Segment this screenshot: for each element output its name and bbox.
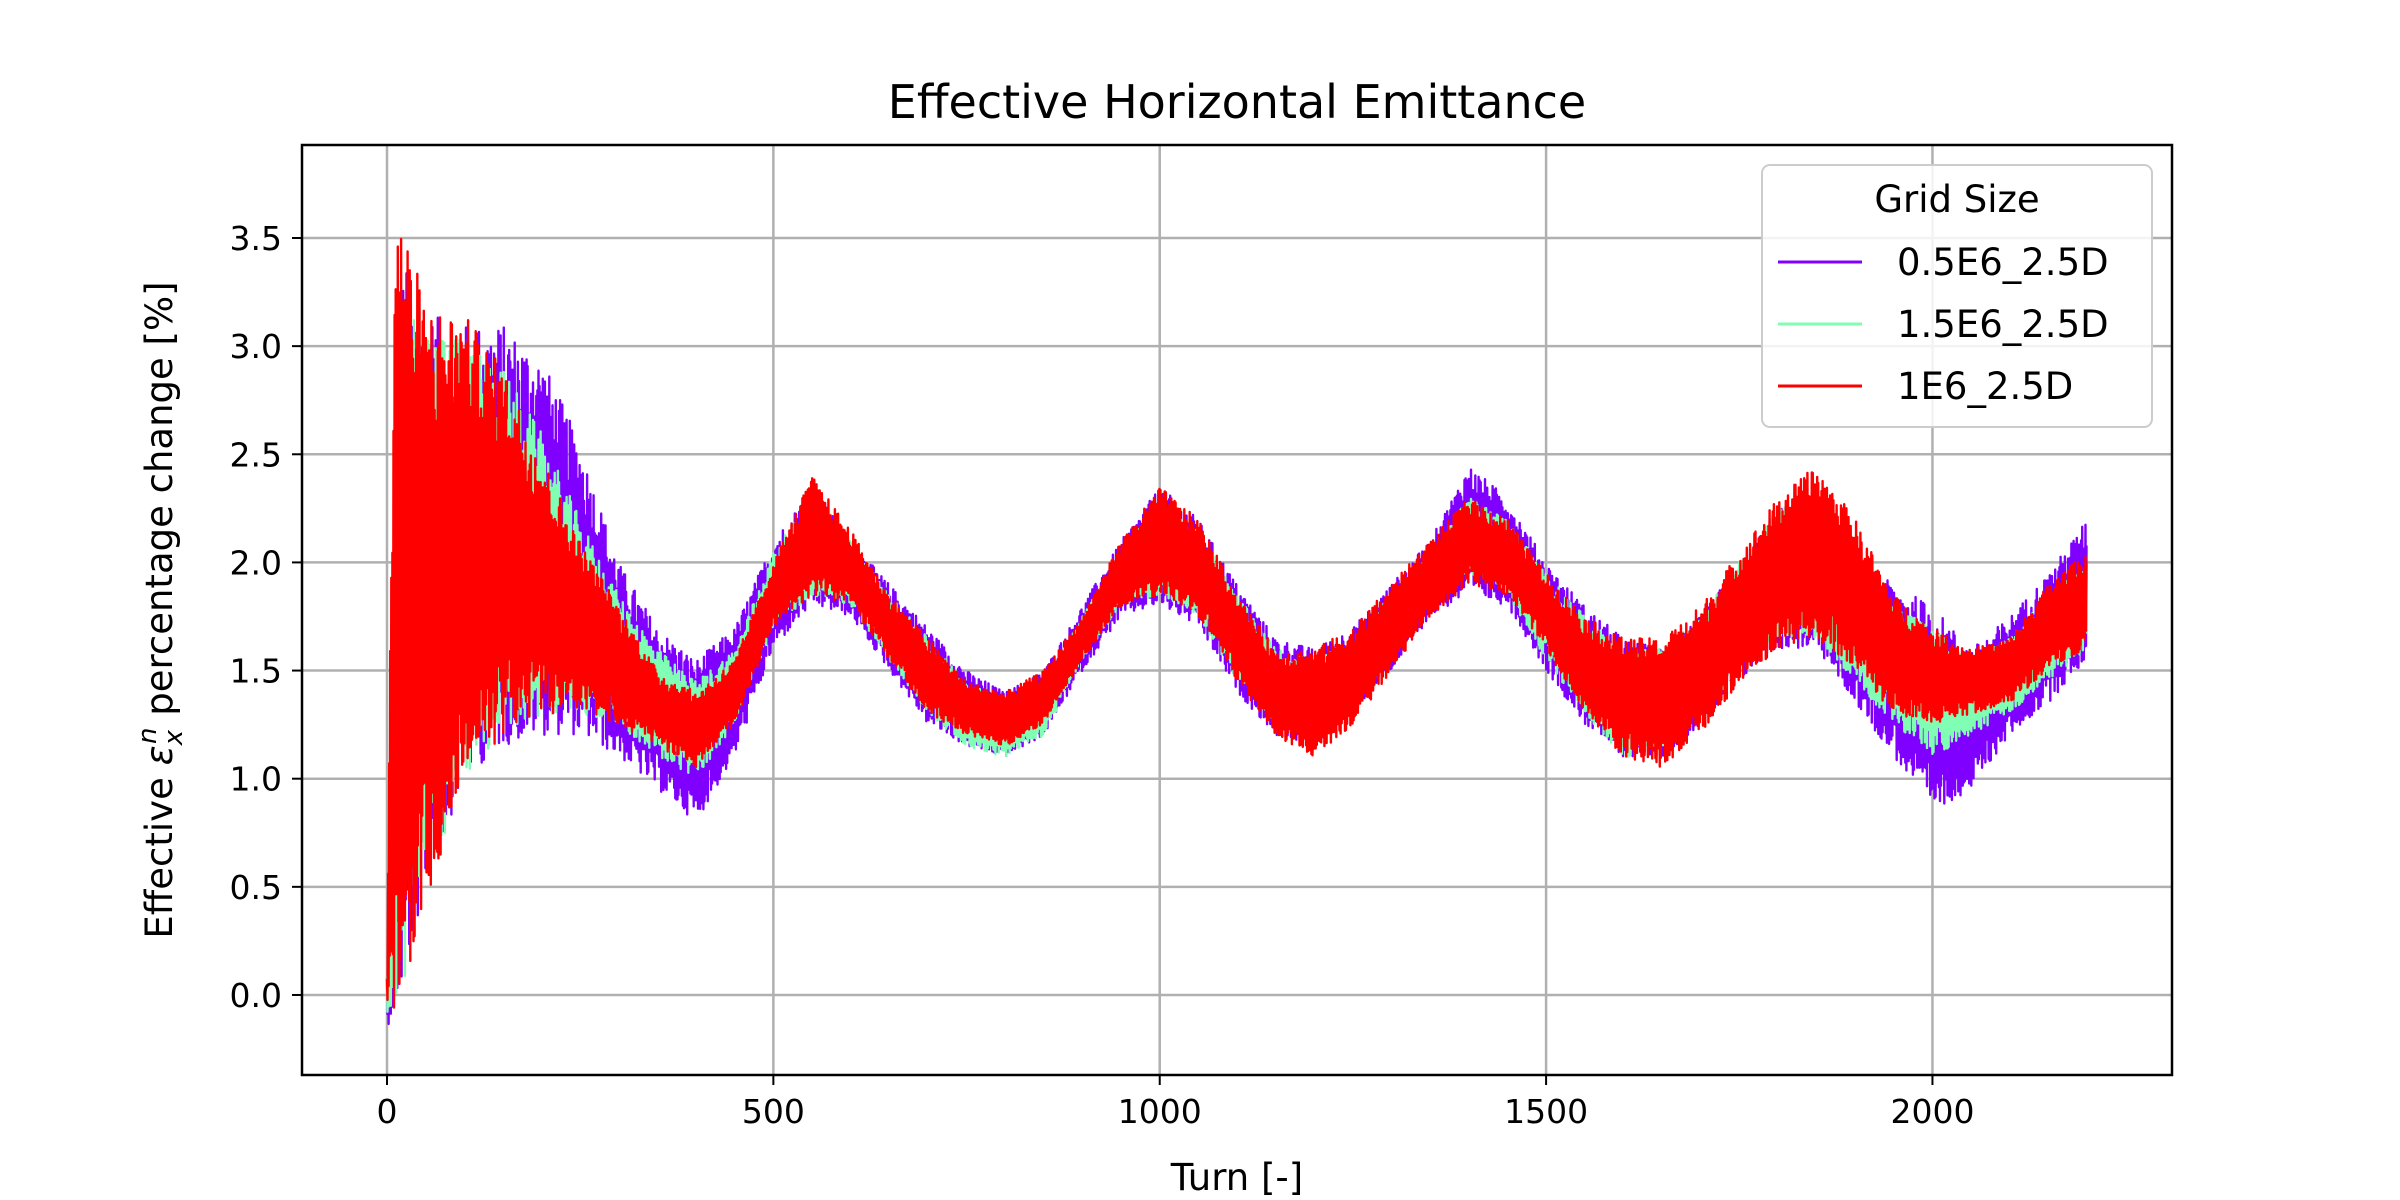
legend-entries: 0.5E6_2.5D 1.5E6_2.5D 1E6_2.5D: [1778, 241, 2109, 408]
x-axis-label: Turn [-]: [1170, 1156, 1303, 1199]
x-tick-label: 2000: [1890, 1092, 1974, 1131]
y-axis-label-suffix: percentage change [%]: [138, 281, 181, 727]
chart-title: Effective Horizontal Emittance: [888, 75, 1586, 129]
y-tick-label: 0.0: [230, 976, 282, 1015]
y-axis-label-superscript: n: [133, 728, 163, 744]
y-tick-label: 3.5: [230, 219, 282, 258]
legend-label: 1E6_2.5D: [1897, 365, 2073, 408]
x-tick-label: 500: [742, 1092, 805, 1131]
series-line-2: [385, 237, 2088, 1009]
y-tick-label: 0.5: [230, 868, 282, 907]
x-tick-label: 1500: [1504, 1092, 1588, 1131]
legend: Grid Size 0.5E6_2.5D 1.5E6_2.5D 1E6_2.5D: [1761, 164, 2153, 428]
legend-title: Grid Size: [1874, 178, 2039, 221]
y-axis-label-prefix: Effective: [138, 765, 181, 938]
y-axis-label-subscript: x: [159, 729, 189, 746]
legend-box: [1761, 164, 2153, 428]
legend-label: 1.5E6_2.5D: [1897, 303, 2109, 346]
y-tick-label: 3.0: [230, 327, 282, 366]
plot-series: [385, 237, 2088, 1026]
y-axis-label: Effective εxn percentage change [%]: [133, 281, 189, 938]
y-tick-label: 2.5: [230, 435, 282, 474]
y-tick-label: 1.0: [230, 760, 282, 799]
axis-ticks: 0 500 1000 1500 2000 0.0 0.5 1.0 1.5 2.0 2.5 3.0 3.5: [230, 219, 1975, 1131]
x-tick-label: 1000: [1118, 1092, 1202, 1131]
legend-label: 0.5E6_2.5D: [1897, 241, 2109, 284]
x-tick-label: 0: [377, 1092, 398, 1131]
y-tick-label: 2.0: [230, 543, 282, 582]
plot-frame: [300, 143, 2174, 1077]
y-tick-label: 1.5: [230, 652, 282, 691]
y-axis-label-symbol: ε: [138, 745, 181, 765]
